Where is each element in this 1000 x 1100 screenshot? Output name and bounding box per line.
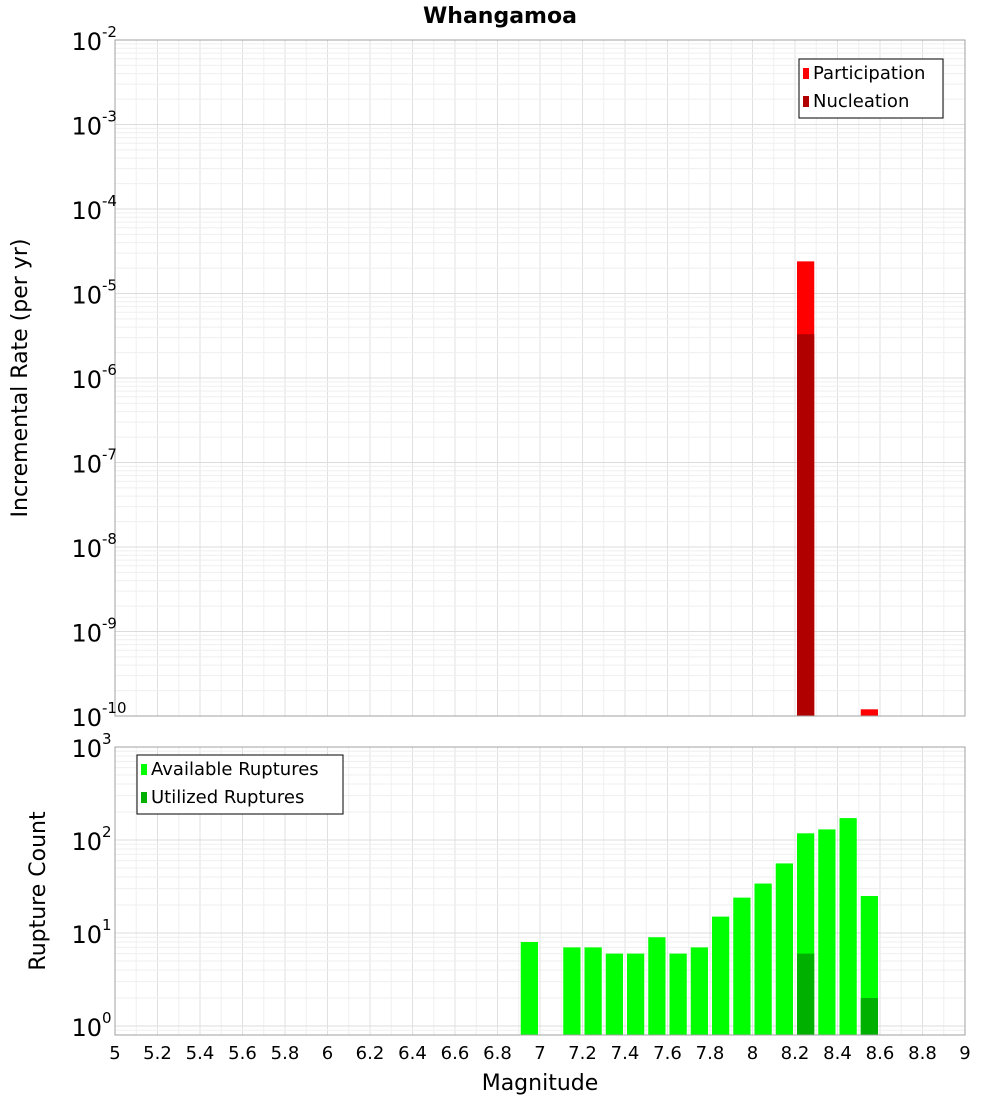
y-tick-exponent: -8 — [102, 530, 117, 548]
legend-swatch — [141, 792, 147, 803]
x-tick-label: 6.4 — [398, 1043, 427, 1064]
rate-bars — [797, 261, 878, 716]
bar-available-ruptures — [520, 942, 538, 1035]
x-tick-label: 5.6 — [228, 1043, 257, 1064]
y-tick-exponent: -10 — [102, 699, 127, 717]
x-tick-label: 8 — [747, 1043, 758, 1064]
x-axis-label: Magnitude — [482, 1071, 599, 1096]
legend-label: Nucleation — [813, 91, 909, 112]
y-tick-exponent: 0 — [102, 1009, 112, 1027]
y-tick-label: 10 — [71, 28, 102, 56]
y-tick-label: 10 — [71, 113, 102, 141]
bar-nucleation — [797, 334, 815, 716]
count-legend: Available Ruptures Utilized Ruptures — [136, 754, 344, 815]
x-ticks: 5 5.2 5.4 5.6 5.8 6 6.2 6.4 6.6 6.8 7 7.2 7.4 7.6 7.8 8… — [109, 1043, 970, 1064]
bar-available-ruptures — [690, 947, 708, 1035]
y-tick-exponent: 1 — [102, 916, 112, 934]
y-tick-exponent: -2 — [102, 23, 117, 41]
x-tick-label: 6.2 — [356, 1043, 385, 1064]
x-tick-label: 8.8 — [908, 1043, 937, 1064]
legend-box — [798, 58, 944, 119]
rate-grid — [114, 39, 966, 717]
rate-plot-frame — [114, 39, 966, 717]
y-tick-exponent: 3 — [102, 730, 112, 748]
y-tick-label: 10 — [71, 828, 102, 856]
y-tick-label: 10 — [71, 735, 102, 763]
legend-swatch — [803, 96, 809, 107]
y-tick-label: 10 — [71, 282, 102, 310]
y-tick-label: 10 — [71, 366, 102, 394]
legend-label: Participation — [813, 63, 925, 84]
y-tick-label: 10 — [71, 921, 102, 949]
x-tick-label: 6.6 — [441, 1043, 470, 1064]
y-tick-exponent: -3 — [102, 108, 117, 126]
bar-available-ruptures — [775, 863, 793, 1035]
rate-legend: Participation Nucleation — [798, 58, 944, 119]
y-tick-exponent: -4 — [102, 192, 117, 210]
legend-swatch — [803, 68, 809, 79]
count-plot-frame — [114, 746, 966, 1036]
bar-available-ruptures — [605, 953, 623, 1035]
chart-title: Whangamoa — [423, 4, 577, 29]
bar-available-ruptures — [627, 953, 645, 1035]
bar-participation — [860, 709, 878, 716]
bar-available-ruptures — [669, 953, 687, 1035]
x-tick-label: 7 — [534, 1043, 545, 1064]
x-tick-label: 5.4 — [186, 1043, 215, 1064]
y-tick-label: 10 — [71, 620, 102, 648]
y-tick-exponent: -7 — [102, 446, 117, 464]
bar-available-ruptures — [648, 937, 666, 1035]
x-tick-label: 6 — [322, 1043, 333, 1064]
rate-y-axis-label: Incremental Rate (per yr) — [8, 239, 33, 518]
x-tick-label: 8.6 — [866, 1043, 895, 1064]
y-tick-label: 10 — [71, 451, 102, 479]
legend-label: Utilized Ruptures — [151, 787, 304, 808]
count-y-axis-label: Rupture Count — [26, 811, 51, 971]
x-tick-label: 9 — [959, 1043, 970, 1064]
x-tick-label: 7.4 — [611, 1043, 640, 1064]
x-tick-label: 8.4 — [823, 1043, 852, 1064]
bar-available-ruptures — [754, 883, 772, 1035]
y-tick-exponent: 2 — [102, 823, 112, 841]
legend-label: Available Ruptures — [151, 759, 319, 780]
y-tick-exponent: -6 — [102, 361, 117, 379]
bar-available-ruptures — [818, 829, 836, 1035]
x-tick-label: 5.8 — [271, 1043, 300, 1064]
x-tick-label: 7.2 — [568, 1043, 597, 1064]
bar-available-ruptures — [584, 947, 602, 1035]
y-tick-exponent: -9 — [102, 615, 117, 633]
bar-utilized-ruptures — [797, 953, 815, 1035]
y-tick-exponent: -5 — [102, 277, 117, 295]
count-bars — [520, 818, 878, 1035]
bar-utilized-ruptures — [860, 997, 878, 1035]
legend-box — [136, 754, 344, 815]
x-tick-label: 8.2 — [781, 1043, 810, 1064]
bar-available-ruptures — [712, 916, 730, 1035]
x-tick-label: 6.8 — [483, 1043, 512, 1064]
y-tick-label: 10 — [71, 535, 102, 563]
bar-available-ruptures — [563, 947, 581, 1035]
y-tick-label: 10 — [71, 1014, 102, 1042]
x-tick-label: 7.8 — [696, 1043, 725, 1064]
bar-available-ruptures — [733, 897, 751, 1035]
bar-available-ruptures — [839, 818, 857, 1035]
legend-swatch — [141, 764, 147, 775]
x-tick-label: 5.2 — [143, 1043, 172, 1064]
y-tick-label: 10 — [71, 197, 102, 225]
x-tick-label: 7.6 — [653, 1043, 682, 1064]
y-tick-label: 10 — [71, 704, 102, 732]
x-tick-label: 5 — [109, 1043, 120, 1064]
